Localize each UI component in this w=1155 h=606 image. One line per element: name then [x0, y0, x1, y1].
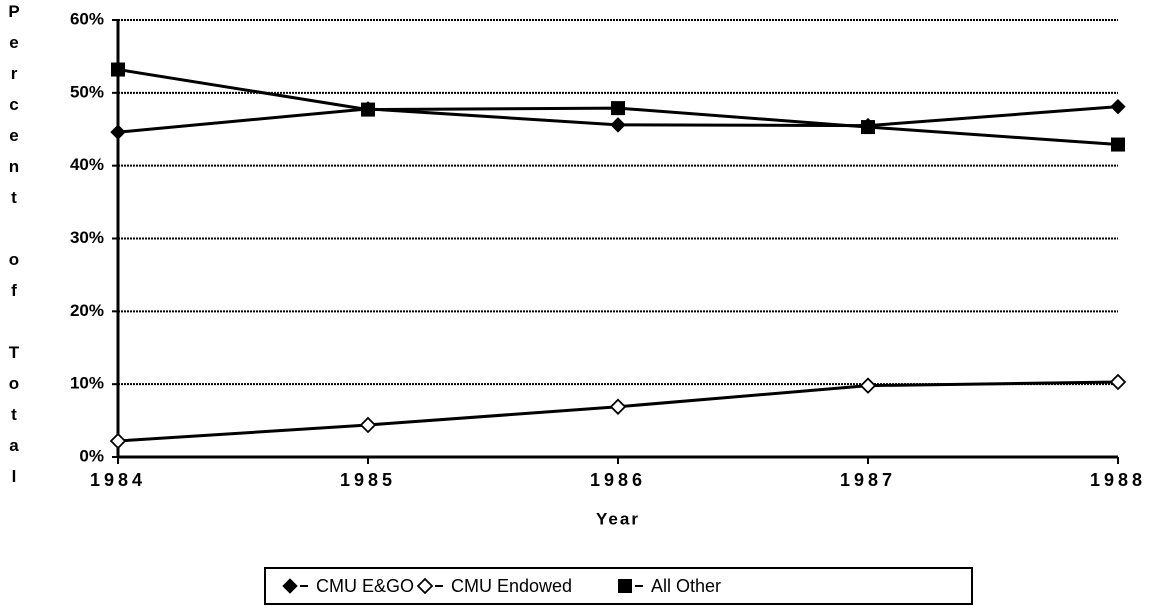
- data-point: [859, 377, 877, 394]
- x-tick-label: 1987: [840, 470, 896, 490]
- legend-label: CMU Endowed: [451, 576, 572, 596]
- data-point: [610, 117, 626, 133]
- data-point: [359, 416, 377, 434]
- x-tick-label: 1984: [90, 470, 146, 490]
- data-point: [1109, 373, 1127, 391]
- legend-marker: [282, 578, 298, 594]
- y-tick-label: 50%: [70, 82, 104, 101]
- legend-marker: [416, 577, 434, 595]
- data-point: [611, 101, 625, 116]
- x-tick-label: 1988: [1090, 470, 1146, 490]
- data-point: [110, 124, 126, 140]
- x-tick-label: 1986: [590, 470, 646, 490]
- data-point: [609, 398, 627, 416]
- y-tick-label: 40%: [70, 155, 104, 174]
- y-tick-label: 20%: [70, 301, 104, 320]
- data-point: [1110, 98, 1126, 115]
- legend-box: [264, 567, 973, 605]
- y-tick-label: 30%: [70, 228, 104, 247]
- x-axis-label: Year: [596, 509, 640, 528]
- legend-label: All Other: [651, 576, 721, 596]
- data-point: [109, 432, 127, 450]
- y-tick-label: 60%: [70, 9, 104, 28]
- y-tick-label: 0%: [79, 446, 104, 465]
- legend-marker: [618, 579, 632, 593]
- y-tick-label: 10%: [70, 374, 104, 393]
- data-point: [361, 102, 375, 117]
- x-tick-label: 1985: [340, 470, 396, 490]
- data-point: [1111, 137, 1125, 152]
- y-axis-label: Percent of Total: [5, 2, 24, 498]
- data-point: [111, 62, 125, 77]
- data-point: [861, 120, 875, 135]
- legend-label: CMU E&GO: [316, 576, 414, 596]
